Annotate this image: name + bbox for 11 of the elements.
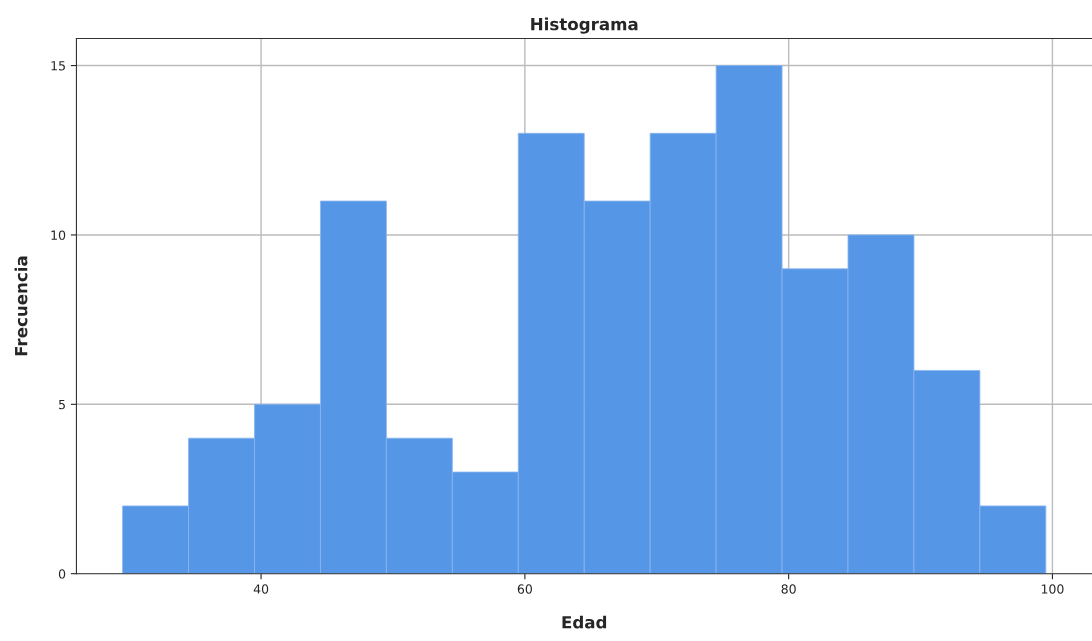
chart-title: Histograma	[531, 17, 638, 34]
x-tick-label: 80	[781, 584, 796, 594]
y-tick-label: 15	[51, 61, 65, 71]
x-tick-label: 60	[517, 584, 532, 594]
y-tick-label: 10	[51, 230, 66, 240]
x-axis-title: Edad	[562, 615, 607, 629]
y-tick-label: 5	[59, 399, 65, 410]
y-axis-title: Frecuencia	[14, 256, 28, 356]
y-tick-label: 0	[58, 569, 66, 579]
x-tick-label: 40	[253, 584, 269, 594]
x-tick-label: 100	[1041, 584, 1064, 594]
